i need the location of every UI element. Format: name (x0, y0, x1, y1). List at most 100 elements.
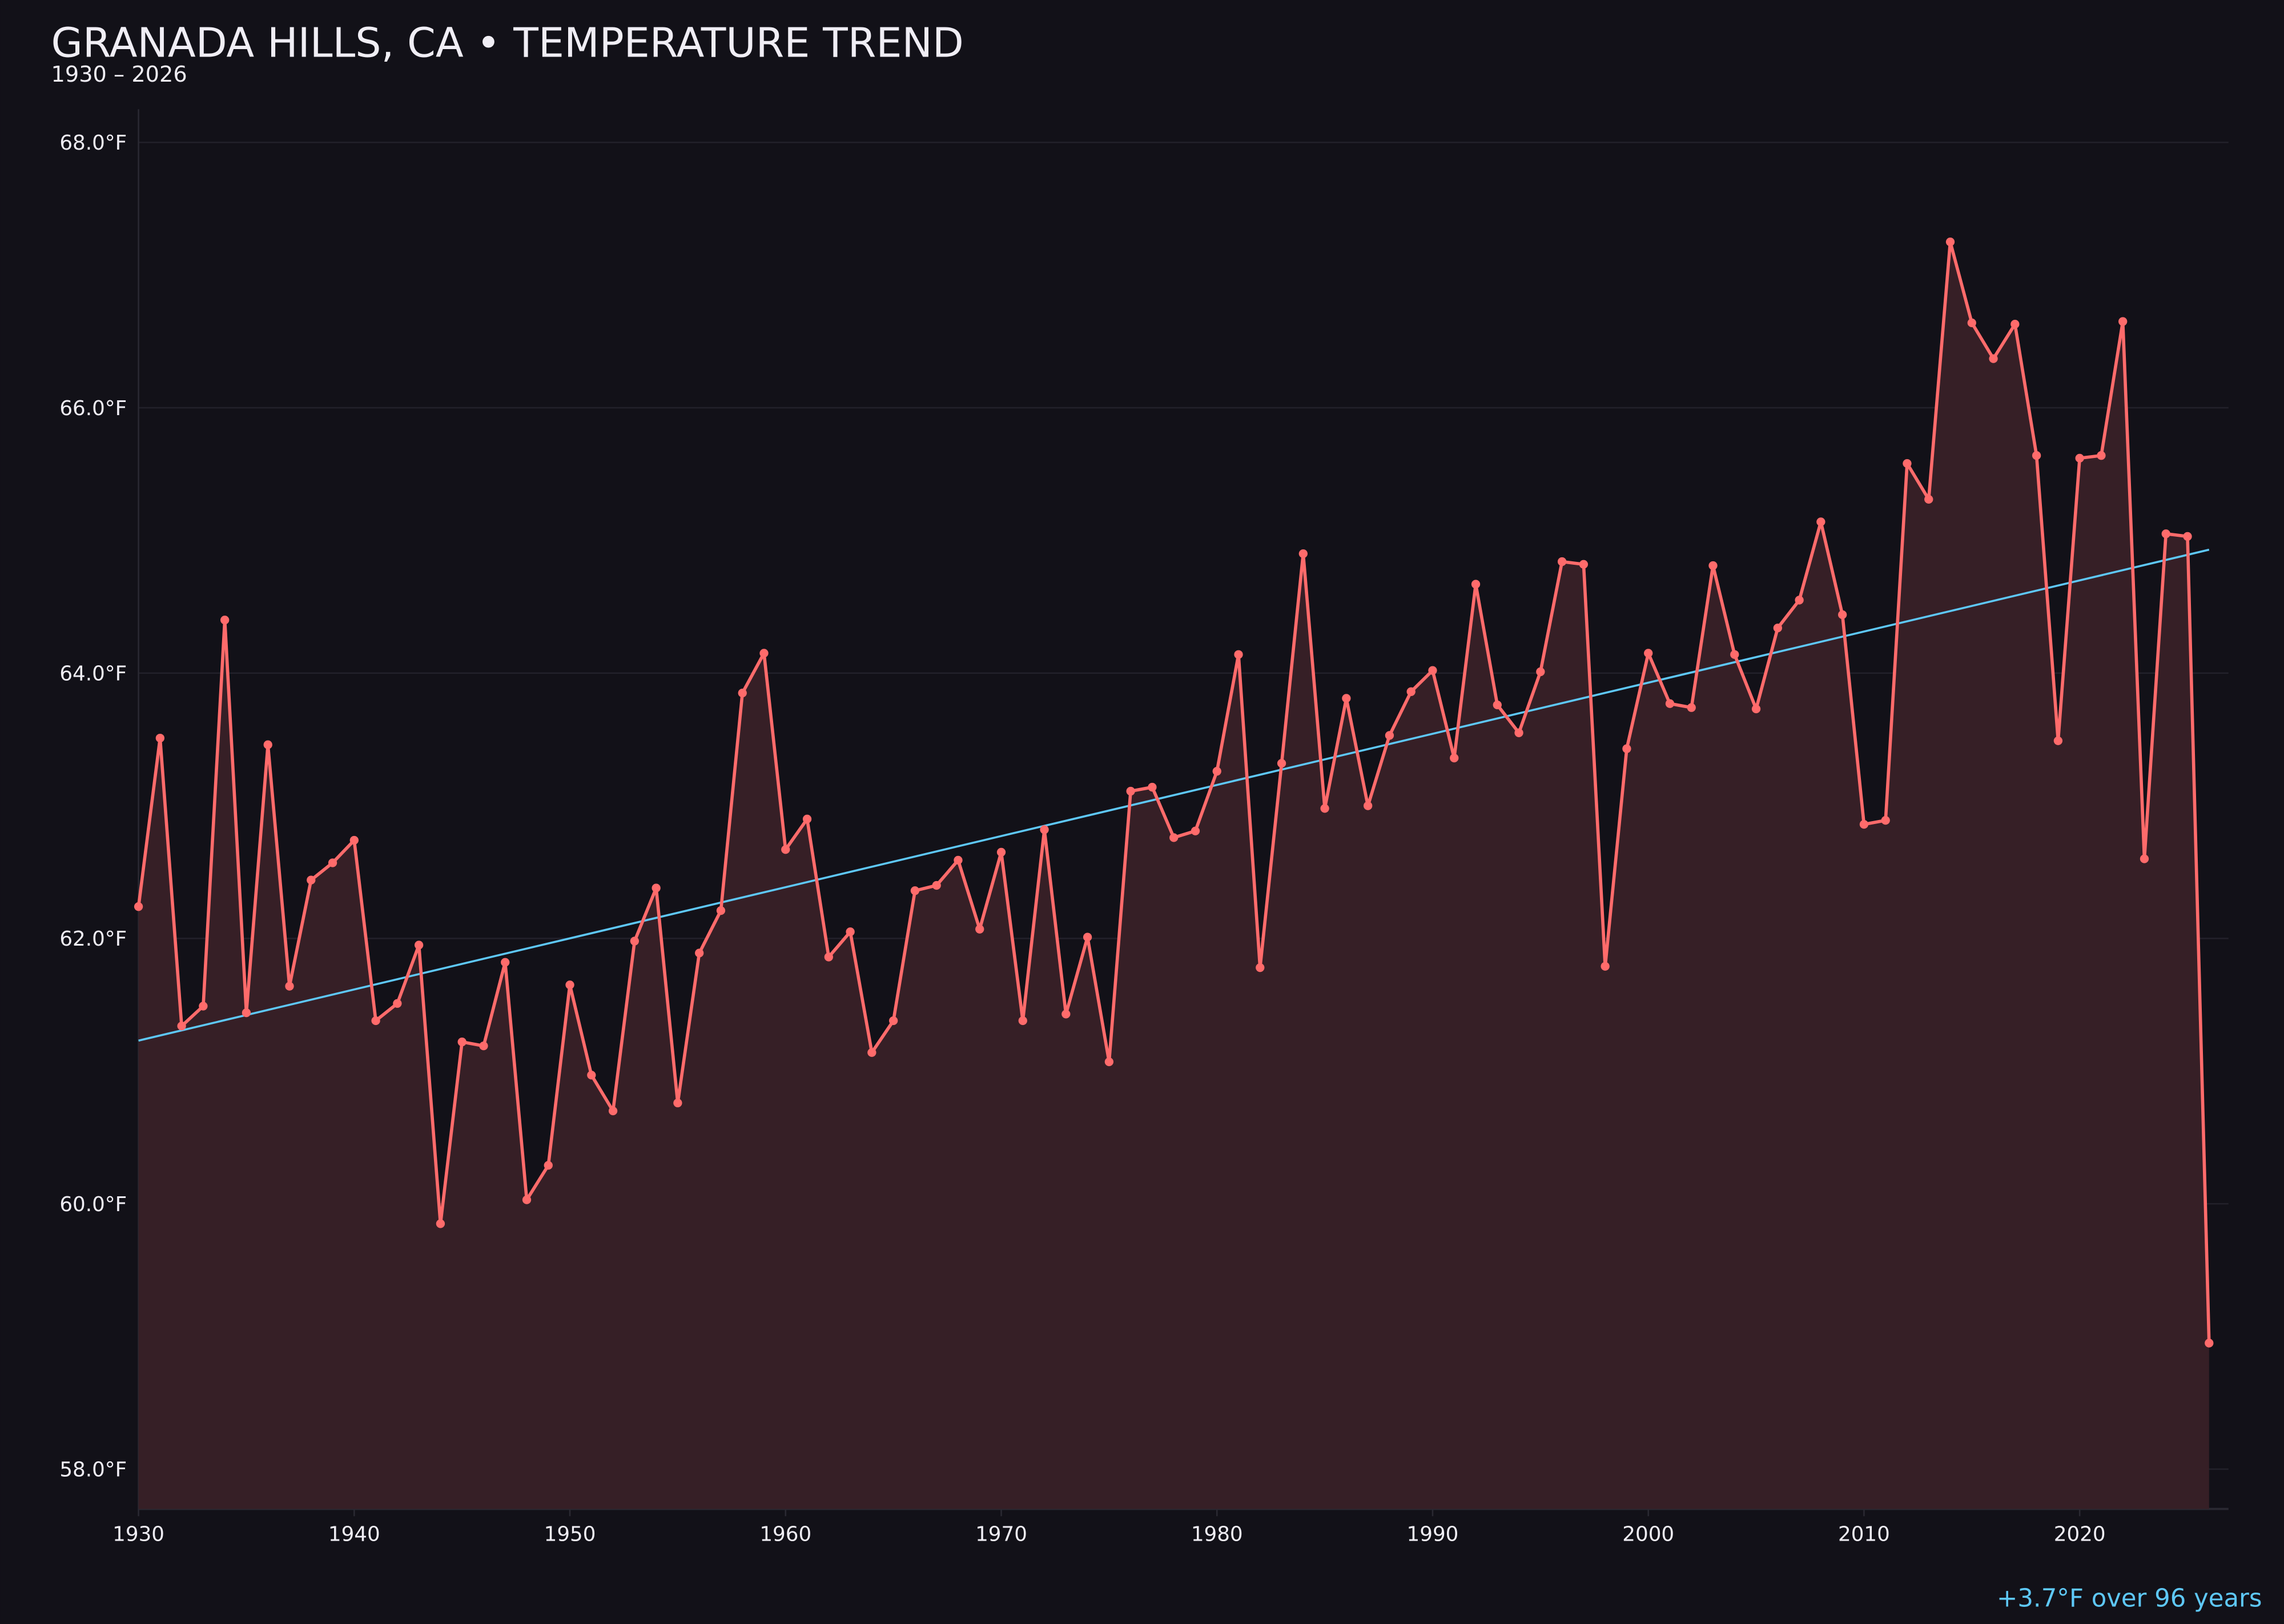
data-point (1234, 650, 1243, 659)
data-point (371, 1016, 380, 1026)
data-point (328, 858, 337, 867)
data-point (1018, 1016, 1027, 1026)
data-point (1061, 1010, 1071, 1019)
data-point (1277, 759, 1286, 768)
data-point (587, 1071, 596, 1080)
data-point (414, 940, 424, 950)
data-point (695, 948, 704, 958)
data-point (1881, 815, 1890, 825)
data-point (1601, 962, 1610, 971)
y-tick-label: 68.0°F (59, 131, 127, 155)
data-point (1838, 610, 1847, 620)
chart-title: GRANADA HILLS, CA • TEMPERATURE TREND (51, 19, 964, 66)
data-point (1795, 596, 1804, 605)
data-point (134, 902, 143, 911)
data-point (1385, 731, 1394, 740)
data-point (1945, 237, 1955, 247)
data-point (544, 1161, 553, 1170)
data-point (307, 875, 316, 885)
data-point (1493, 700, 1502, 710)
x-tick-label: 2000 (1622, 1523, 1674, 1546)
data-point (2161, 529, 2170, 538)
data-point (565, 980, 574, 990)
data-point (1148, 782, 1157, 792)
data-point (802, 814, 812, 823)
chart-subtitle: 1930 – 2026 (51, 62, 187, 87)
data-point (1083, 932, 1092, 942)
data-point (2075, 453, 2084, 463)
data-point (1967, 318, 1976, 328)
data-point (2097, 451, 2106, 460)
data-point (1579, 560, 1589, 569)
y-tick-label: 60.0°F (59, 1193, 127, 1216)
data-point (1751, 704, 1761, 714)
x-tick-label: 1980 (1191, 1523, 1243, 1546)
data-point (846, 927, 855, 936)
data-point (1471, 580, 1481, 589)
y-tick-label: 66.0°F (59, 397, 127, 420)
data-point (630, 936, 640, 946)
data-point (867, 1048, 876, 1057)
data-point (1406, 687, 1416, 696)
data-point (738, 688, 747, 698)
data-points (134, 237, 2214, 1348)
data-point (457, 1038, 467, 1047)
data-point (263, 740, 272, 749)
data-point (1298, 549, 1308, 558)
data-point (2053, 736, 2063, 745)
x-tick-label: 1990 (1407, 1523, 1459, 1546)
data-point (1212, 767, 1221, 776)
trend-line (138, 548, 2210, 1042)
data-point (1622, 744, 1631, 753)
data-point (2118, 317, 2128, 326)
data-point (781, 845, 790, 854)
data-point (1687, 703, 1696, 712)
data-point (932, 881, 941, 890)
data-point (220, 616, 230, 625)
data-point (1342, 694, 1351, 703)
data-point (1708, 561, 1718, 570)
data-point (652, 883, 661, 893)
data-point (155, 733, 165, 743)
y-tick-label: 64.0°F (59, 662, 127, 686)
data-point (1126, 786, 1135, 796)
data-point (1536, 667, 1545, 677)
data-point (2032, 451, 2041, 460)
trend-annotation: +3.7°F over 96 years (1997, 1584, 2262, 1613)
data-point (393, 999, 402, 1008)
data-point (1428, 666, 1437, 675)
data-point (242, 1008, 251, 1018)
data-point (1104, 1057, 1114, 1067)
data-point (1730, 650, 1739, 659)
x-tick-label: 2020 (2054, 1523, 2106, 1546)
data-point (759, 649, 769, 658)
data-point (1557, 557, 1567, 566)
data-point (2140, 854, 2149, 863)
data-point (673, 1098, 682, 1108)
data-point (1773, 624, 1782, 633)
data-point (975, 924, 984, 934)
data-point (910, 886, 920, 895)
x-tick-label: 1960 (759, 1523, 811, 1546)
data-point (522, 1195, 532, 1204)
data-point (177, 1022, 186, 1031)
data-point (2010, 320, 2020, 329)
data-point (1514, 728, 1523, 737)
data-point (349, 835, 359, 845)
area-fill (138, 242, 2209, 1509)
data-point (1450, 753, 1459, 763)
data-point (1320, 804, 1329, 813)
data-point (436, 1219, 445, 1228)
x-tick-label: 2010 (1838, 1523, 1890, 1546)
data-point (1644, 649, 1653, 658)
data-point (888, 1016, 898, 1026)
data-point (716, 906, 726, 915)
data-point (1169, 833, 1179, 842)
data-point (1924, 495, 1933, 504)
data-point (1191, 826, 1200, 835)
x-tick-label: 1940 (328, 1523, 380, 1546)
y-tick-label: 62.0°F (59, 927, 127, 951)
data-point (1665, 699, 1675, 708)
data-point (1903, 459, 1912, 468)
